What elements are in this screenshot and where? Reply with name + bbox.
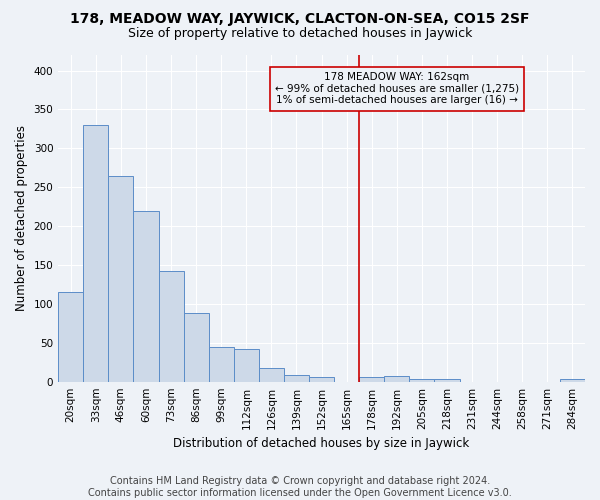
Bar [209, 348, 234, 382]
Bar [259, 368, 284, 382]
Bar [409, 378, 434, 382]
X-axis label: Distribution of detached houses by size in Jaywick: Distribution of detached houses by size … [173, 437, 470, 450]
Bar [109, 176, 133, 382]
Bar [83, 125, 109, 382]
Text: Contains HM Land Registry data © Crown copyright and database right 2024.
Contai: Contains HM Land Registry data © Crown c… [88, 476, 512, 498]
Bar [234, 349, 259, 382]
Bar [133, 210, 158, 382]
Bar [359, 377, 385, 382]
Text: Size of property relative to detached houses in Jaywick: Size of property relative to detached ho… [128, 28, 472, 40]
Bar [560, 378, 585, 382]
Text: 178, MEADOW WAY, JAYWICK, CLACTON-ON-SEA, CO15 2SF: 178, MEADOW WAY, JAYWICK, CLACTON-ON-SEA… [70, 12, 530, 26]
Text: 178 MEADOW WAY: 162sqm
← 99% of detached houses are smaller (1,275)
1% of semi-d: 178 MEADOW WAY: 162sqm ← 99% of detached… [275, 72, 519, 106]
Bar [184, 313, 209, 382]
Y-axis label: Number of detached properties: Number of detached properties [15, 126, 28, 312]
Bar [309, 377, 334, 382]
Bar [385, 376, 409, 382]
Bar [284, 376, 309, 382]
Bar [158, 271, 184, 382]
Bar [434, 380, 460, 382]
Bar [58, 292, 83, 382]
